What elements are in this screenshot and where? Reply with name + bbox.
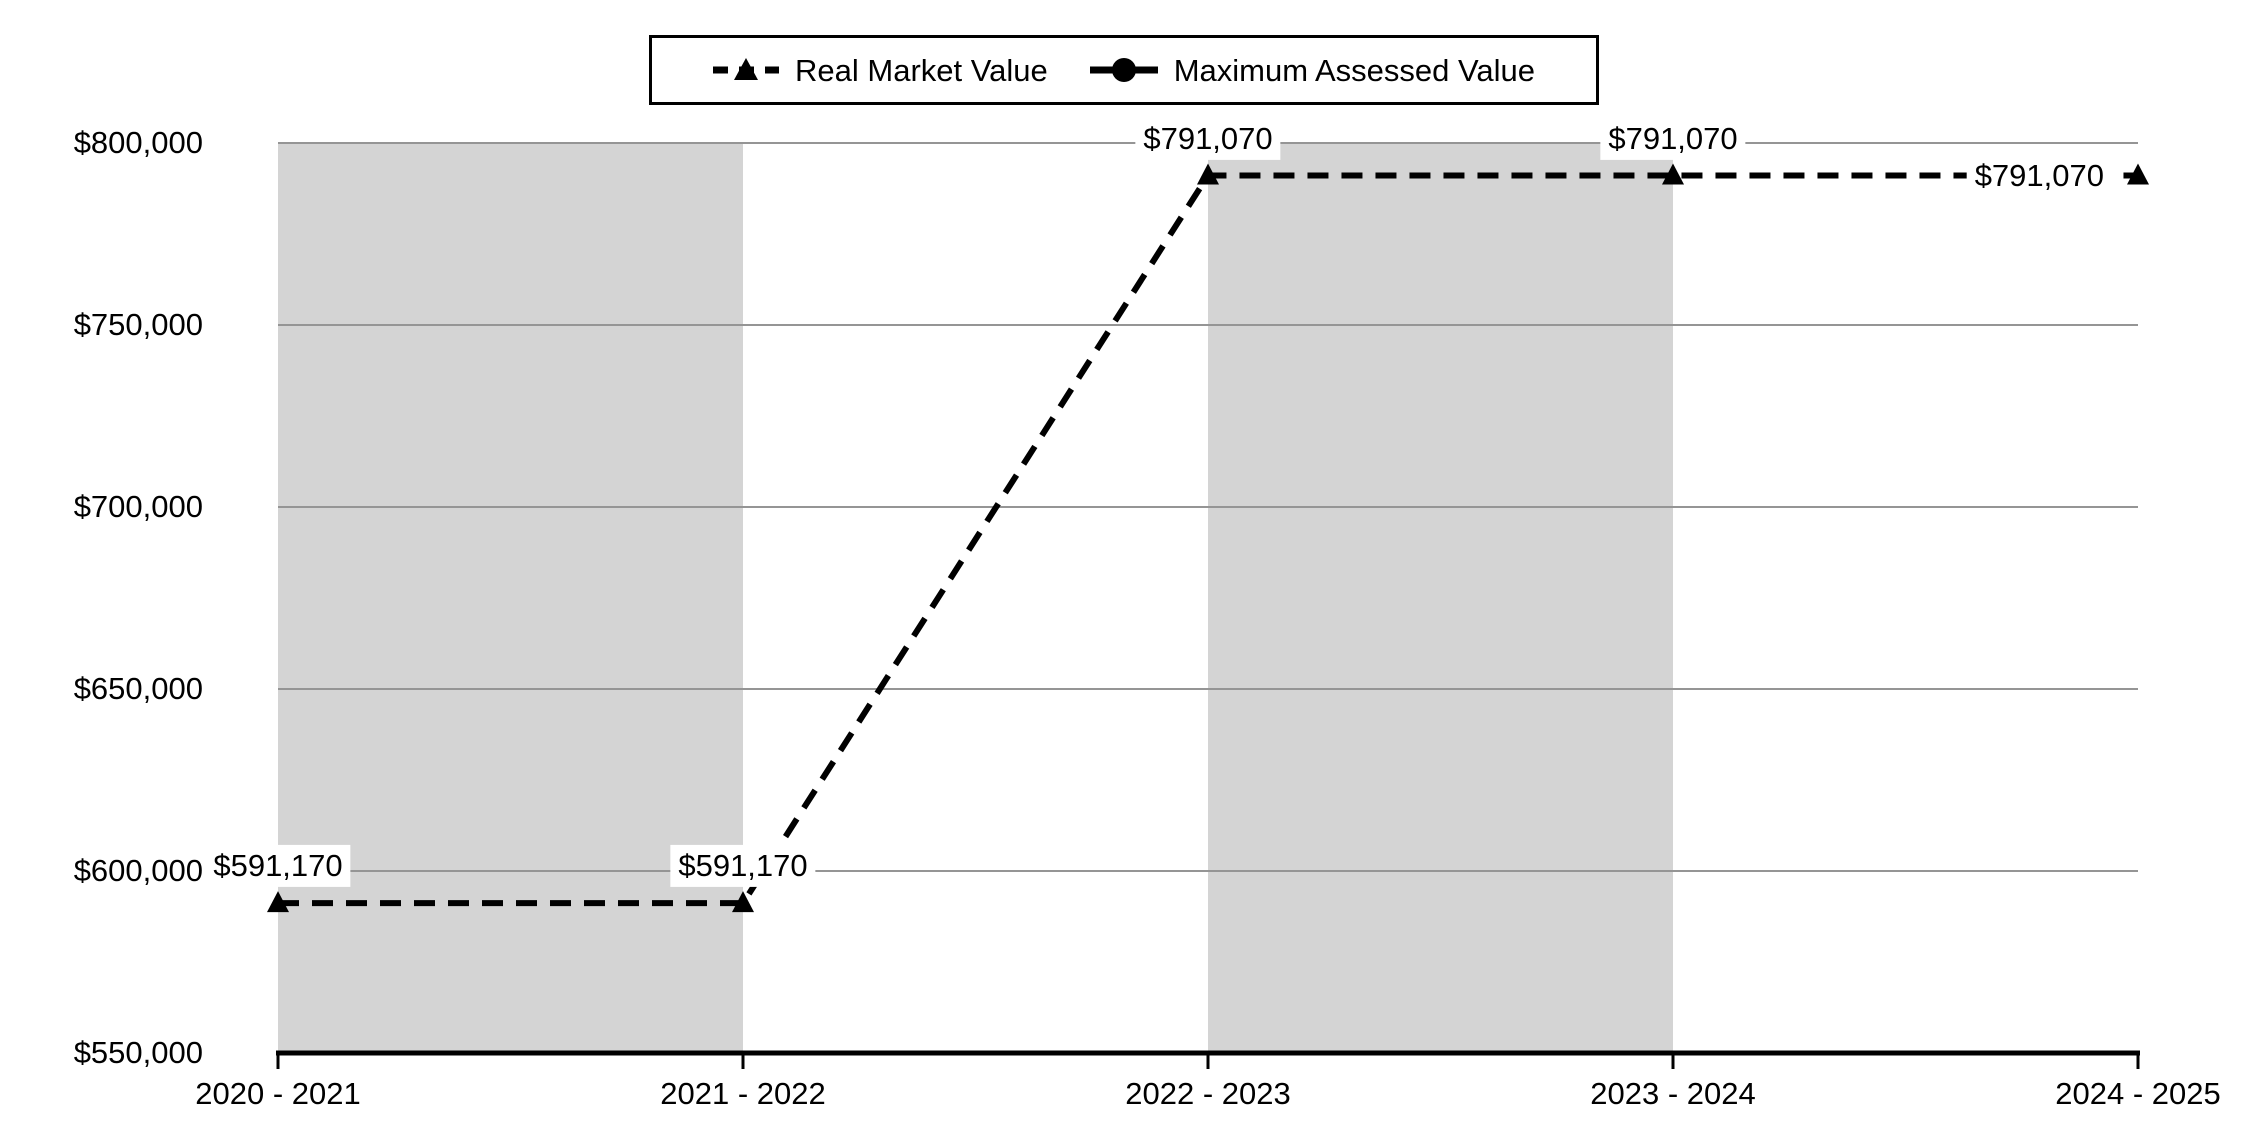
triangle-marker [732,891,754,913]
y-axis-label: $550,000 [73,1035,203,1070]
y-axis-label: $700,000 [73,489,203,524]
legend-entry-maximum-assessed-value: Maximum Assessed Value [1089,52,1535,88]
data-label: $791,070 [1600,117,1746,160]
x-axis-label: 2020 - 2021 [195,1076,361,1111]
triangle-marker [1197,163,1219,185]
data-label: $591,170 [205,845,351,888]
year-shading-band [278,143,743,1053]
y-axis-label: $600,000 [73,853,203,888]
triangle-marker [1662,163,1684,185]
data-label: $791,070 [1966,154,2112,197]
y-axis-label: $650,000 [73,671,203,706]
data-label: $591,170 [670,845,816,888]
solid-line-circle-marker-icon [1089,58,1158,82]
legend-label-real-market-value: Real Market Value [795,52,1048,88]
legend: Real Market Value Maximum Assessed Value [649,35,1599,105]
triangle-marker [2127,163,2149,185]
data-label: $791,070 [1135,117,1281,160]
x-axis-label: 2023 - 2024 [1590,1076,1756,1111]
dashed-line-triangle-marker-icon [713,58,780,80]
legend-label-maximum-assessed-value: Maximum Assessed Value [1173,52,1535,88]
y-axis-label: $750,000 [73,307,203,342]
x-axis-label: 2024 - 2025 [2055,1076,2221,1111]
year-shading-band [1208,143,1673,1053]
y-axis-label: $800,000 [73,125,203,160]
x-axis-label: 2021 - 2022 [660,1076,826,1111]
legend-entry-real-market-value: Real Market Value [713,55,1048,86]
triangle-marker [267,891,289,913]
x-axis-label: 2022 - 2023 [1125,1076,1291,1111]
